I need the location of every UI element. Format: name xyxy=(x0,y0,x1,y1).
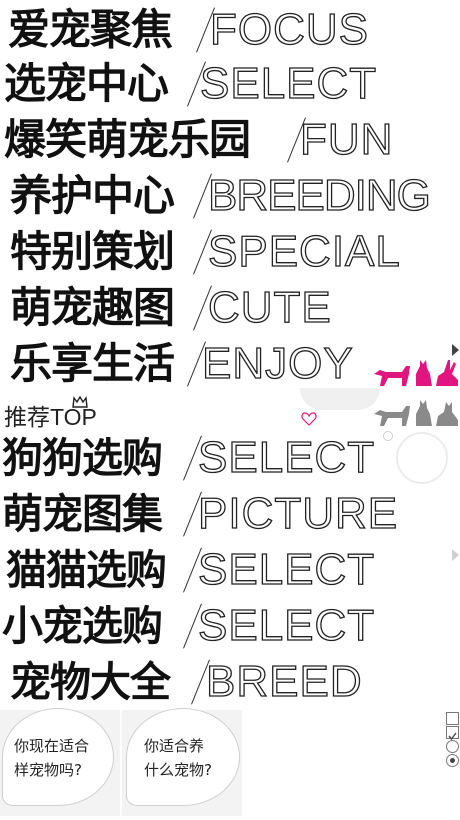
rabbit-icon xyxy=(436,360,458,386)
shop-item-label-zh: 猫猫选购 xyxy=(6,546,167,594)
bubble-line: 你适合养 xyxy=(144,737,205,755)
radio-icon[interactable] xyxy=(446,740,459,753)
menu-item-label-zh: 选宠中心 xyxy=(4,59,169,108)
bubble-line: 什么宠物? xyxy=(144,761,212,779)
dog-icon xyxy=(374,366,410,386)
checkbox-checked-icon[interactable] xyxy=(446,726,459,741)
cat-icon xyxy=(416,400,432,426)
pet-silhouettes[interactable] xyxy=(372,356,460,432)
menu-item-label-en: SPECIAL xyxy=(207,226,401,276)
heart-icon[interactable] xyxy=(301,412,317,426)
quiz-bubble-2[interactable]: 你适合养 什么宠物? xyxy=(122,708,242,816)
menu-item-label-zh: 养护中心 xyxy=(10,171,175,220)
circle-decoration-large xyxy=(396,432,448,484)
cat-icon xyxy=(436,402,458,426)
bubble-text: 你现在适合 样宠物吗? xyxy=(14,734,89,782)
checkbox-icon[interactable] xyxy=(446,712,459,725)
shop-item-label-zh: 狗狗选购 xyxy=(2,434,163,482)
menu-item-label-en: BREEDING xyxy=(207,170,431,220)
menu-item-label-zh: 乐享生活 xyxy=(10,339,175,388)
shop-item-label-en: SELECT xyxy=(197,544,376,594)
cat-icon xyxy=(416,360,432,386)
menu-item-label-zh: 特别策划 xyxy=(10,227,175,276)
bubble-text: 你适合养 什么宠物? xyxy=(144,734,212,782)
menu-item-label-en: CUTE xyxy=(207,282,332,332)
menu-item-label-zh: 爆笑萌宠乐园 xyxy=(4,115,251,164)
menu-item-label-zh: 萌宠趣图 xyxy=(10,283,175,332)
dog-icon xyxy=(374,406,410,426)
speech-bubble xyxy=(126,708,240,806)
radio-selected-icon[interactable] xyxy=(446,754,459,767)
shadow-decoration xyxy=(300,388,380,410)
shop-item-label-zh: 宠物大全 xyxy=(10,658,171,706)
menu-item-label-en: FOCUS xyxy=(209,4,369,54)
speech-bubble xyxy=(2,708,114,806)
recommend-top-title: 推荐TOP xyxy=(4,404,97,430)
crown-icon xyxy=(72,396,88,408)
circle-decoration-small xyxy=(383,431,393,441)
quiz-bubble-1[interactable]: 你现在适合 样宠物吗? xyxy=(0,708,120,816)
shop-item-label-en: BREED xyxy=(205,656,363,706)
menu-item-label-zh: 爱宠聚焦 xyxy=(8,5,173,54)
arrow-right-icon[interactable] xyxy=(452,344,459,356)
shop-item-label-en: PICTURE xyxy=(197,488,399,538)
menu-item-label-en: FUN xyxy=(299,114,394,164)
shop-item-label-zh: 萌宠图集 xyxy=(2,490,163,538)
bubble-line: 你现在适合 xyxy=(14,737,90,755)
shop-item-label-en: SELECT xyxy=(197,432,376,482)
shop-item-label-zh: 小宠选购 xyxy=(2,602,163,650)
bubble-line: 样宠物吗? xyxy=(14,761,82,779)
menu-item-label-en: ENJOY xyxy=(201,338,354,388)
arrow-right-icon[interactable] xyxy=(452,549,459,561)
menu-item-label-en: SELECT xyxy=(199,58,378,108)
shop-item-label-en: SELECT xyxy=(197,600,376,650)
